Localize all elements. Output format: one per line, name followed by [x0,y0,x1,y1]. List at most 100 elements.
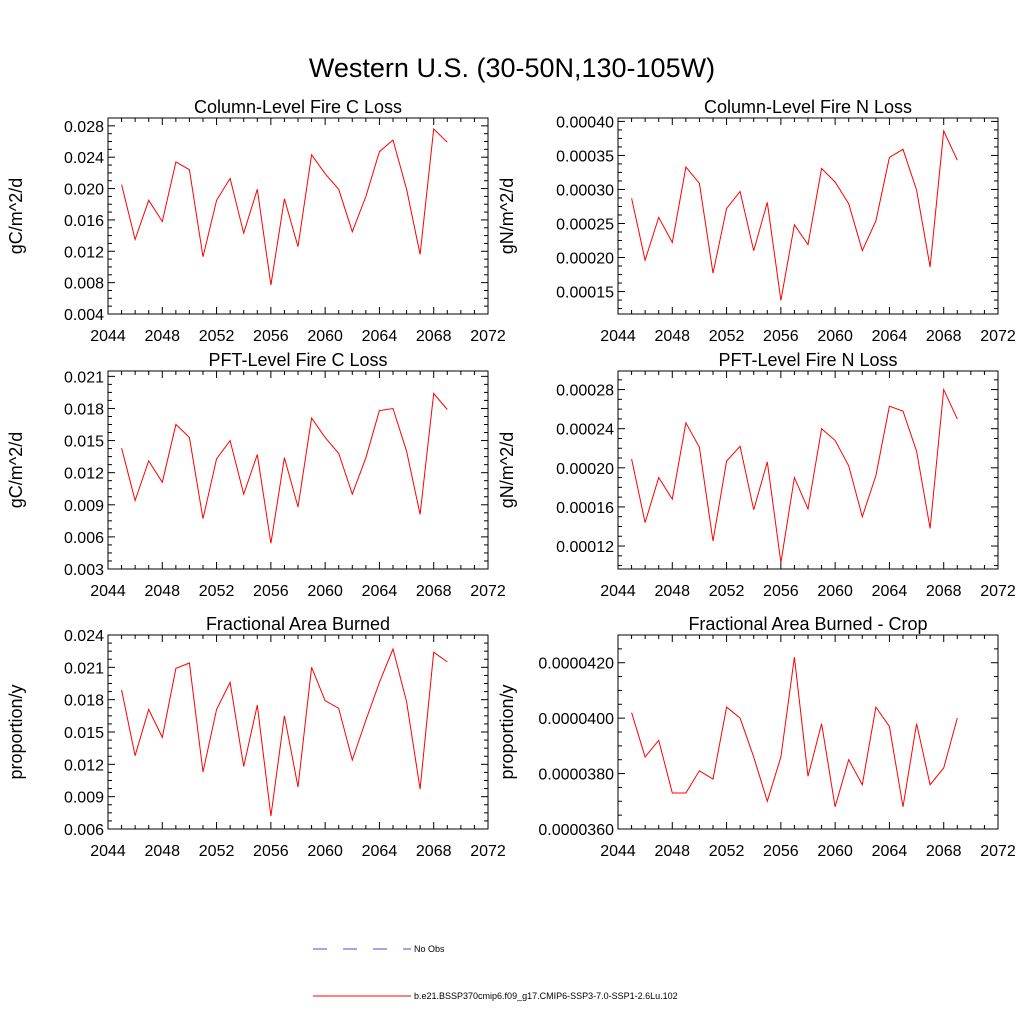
panel-title: Column-Level Fire N Loss [704,97,912,117]
x-tick-label: 2068 [416,843,452,860]
y-tick-label: 0.009 [64,790,104,807]
x-tick-label: 2056 [253,583,289,600]
x-tick-label: 2052 [709,583,745,600]
x-tick-label: 2068 [416,583,452,600]
y-axis-label: gC/m^2/d [6,432,26,508]
y-tick-label: 0.00040 [556,114,614,131]
y-tick-label: 0.024 [64,628,104,645]
y-tick-label: 0.006 [64,530,104,547]
y-tick-label: 0.00015 [556,285,614,302]
x-tick-label: 2048 [144,583,180,600]
y-tick-label: 0.00035 [556,148,614,165]
y-tick-label: 0.020 [64,182,104,199]
x-tick-label: 2056 [253,843,289,860]
y-tick-label: 0.006 [64,822,104,839]
y-tick-label: 0.003 [64,562,104,579]
x-tick-label: 2056 [763,843,799,860]
x-tick-label: 2064 [362,843,398,860]
x-tick-label: 2060 [817,843,853,860]
x-tick-label: 2044 [600,583,636,600]
x-tick-label: 2068 [926,843,962,860]
x-tick-label: 2052 [199,328,235,345]
x-tick-label: 2056 [763,328,799,345]
y-tick-label: 0.004 [64,307,104,324]
x-tick-label: 2044 [600,843,636,860]
x-tick-label: 2044 [600,328,636,345]
x-tick-label: 2072 [470,843,506,860]
plot-frame [617,370,999,570]
y-tick-label: 0.018 [64,401,104,418]
y-axis-label: proportion/y [6,684,26,779]
y-axis-label: gC/m^2/d [6,178,26,254]
y-tick-label: 0.0000400 [538,711,614,728]
y-tick-label: 0.00012 [556,539,614,556]
y-tick-label: 0.015 [64,725,104,742]
series-line [631,387,958,563]
y-tick-label: 0.024 [64,150,104,167]
x-tick-label: 2052 [709,843,745,860]
legend: No Obs b.e21.BSSP370cmip6.f09_g17.CMIP6-… [313,944,678,1001]
x-tick-label: 2056 [253,328,289,345]
series-line [121,647,448,817]
panel-title: PFT-Level Fire C Loss [208,350,387,370]
y-tick-label: 0.00016 [556,500,614,517]
x-tick-label: 2060 [307,843,343,860]
x-tick-label: 2044 [90,328,126,345]
panel-5: 2044 2048 2052 2056 2060 2064 2068 2072 0.006 0.0… [6,614,506,860]
y-tick-label: 0.015 [64,434,104,451]
x-tick-label: 2060 [817,328,853,345]
y-tick-label: 0.00028 [556,383,614,400]
x-tick-label: 2052 [199,583,235,600]
y-tick-label: 0.00025 [556,216,614,233]
x-tick-label: 2044 [90,843,126,860]
panel-title: Fractional Area Burned - Crop [688,614,927,634]
x-tick-label: 2072 [470,328,506,345]
x-tick-label: 2060 [307,583,343,600]
y-tick-label: 0.012 [64,244,104,261]
x-tick-label: 2044 [90,583,126,600]
x-tick-label: 2068 [926,328,962,345]
y-axis-label: proportion/y [497,684,517,779]
x-tick-label: 2060 [817,583,853,600]
y-tick-label: 0.0000380 [538,767,614,784]
y-axis-label: gN/m^2/d [497,432,517,508]
x-tick-label: 2068 [416,328,452,345]
y-tick-label: 0.009 [64,498,104,515]
y-tick-label: 0.00020 [556,461,614,478]
x-tick-label: 2072 [980,843,1016,860]
y-axis-label: gN/m^2/d [497,178,517,254]
y-tick-label: 0.028 [64,119,104,136]
panels: 2044 2048 2052 2056 2060 2064 2068 2072 0.004 0.0… [6,97,1016,860]
main-title: Western U.S. (30-50N,130-105W) [309,53,715,83]
legend-model-label: b.e21.BSSP370cmip6.f09_g17.CMIP6-SSP3-7.… [414,991,678,1001]
x-tick-label: 2064 [362,583,398,600]
panel-title: Column-Level Fire C Loss [194,97,402,117]
y-tick-label: 0.018 [64,693,104,710]
x-tick-label: 2064 [872,583,908,600]
plot-frame [107,117,489,315]
x-tick-label: 2064 [362,328,398,345]
y-tick-label: 0.00020 [556,251,614,268]
x-tick-label: 2060 [307,328,343,345]
y-tick-label: 0.021 [64,660,104,677]
y-tick-label: 0.0000360 [538,822,614,839]
x-tick-label: 2072 [470,583,506,600]
x-tick-label: 2052 [199,843,235,860]
x-tick-label: 2068 [926,583,962,600]
y-tick-label: 0.012 [64,757,104,774]
x-tick-label: 2048 [144,843,180,860]
x-tick-label: 2048 [654,843,690,860]
plot-frame [107,634,489,830]
x-tick-label: 2048 [654,583,690,600]
panel-3: 2044 2048 2052 2056 2060 2064 2068 2072 0.003 0.0… [6,350,506,600]
panel-1: 2044 2048 2052 2056 2060 2064 2068 2072 0.004 0.0… [6,97,506,345]
y-tick-label: 0.016 [64,213,104,230]
x-tick-label: 2064 [872,328,908,345]
panel-4: 2044 2048 2052 2056 2060 2064 2068 2072 0.00012 0… [497,350,1016,600]
x-tick-label: 2072 [980,328,1016,345]
plot-frame [617,634,999,830]
y-tick-label: 0.00024 [556,422,614,439]
series-line [631,657,958,807]
y-tick-label: 0.00030 [556,182,614,199]
